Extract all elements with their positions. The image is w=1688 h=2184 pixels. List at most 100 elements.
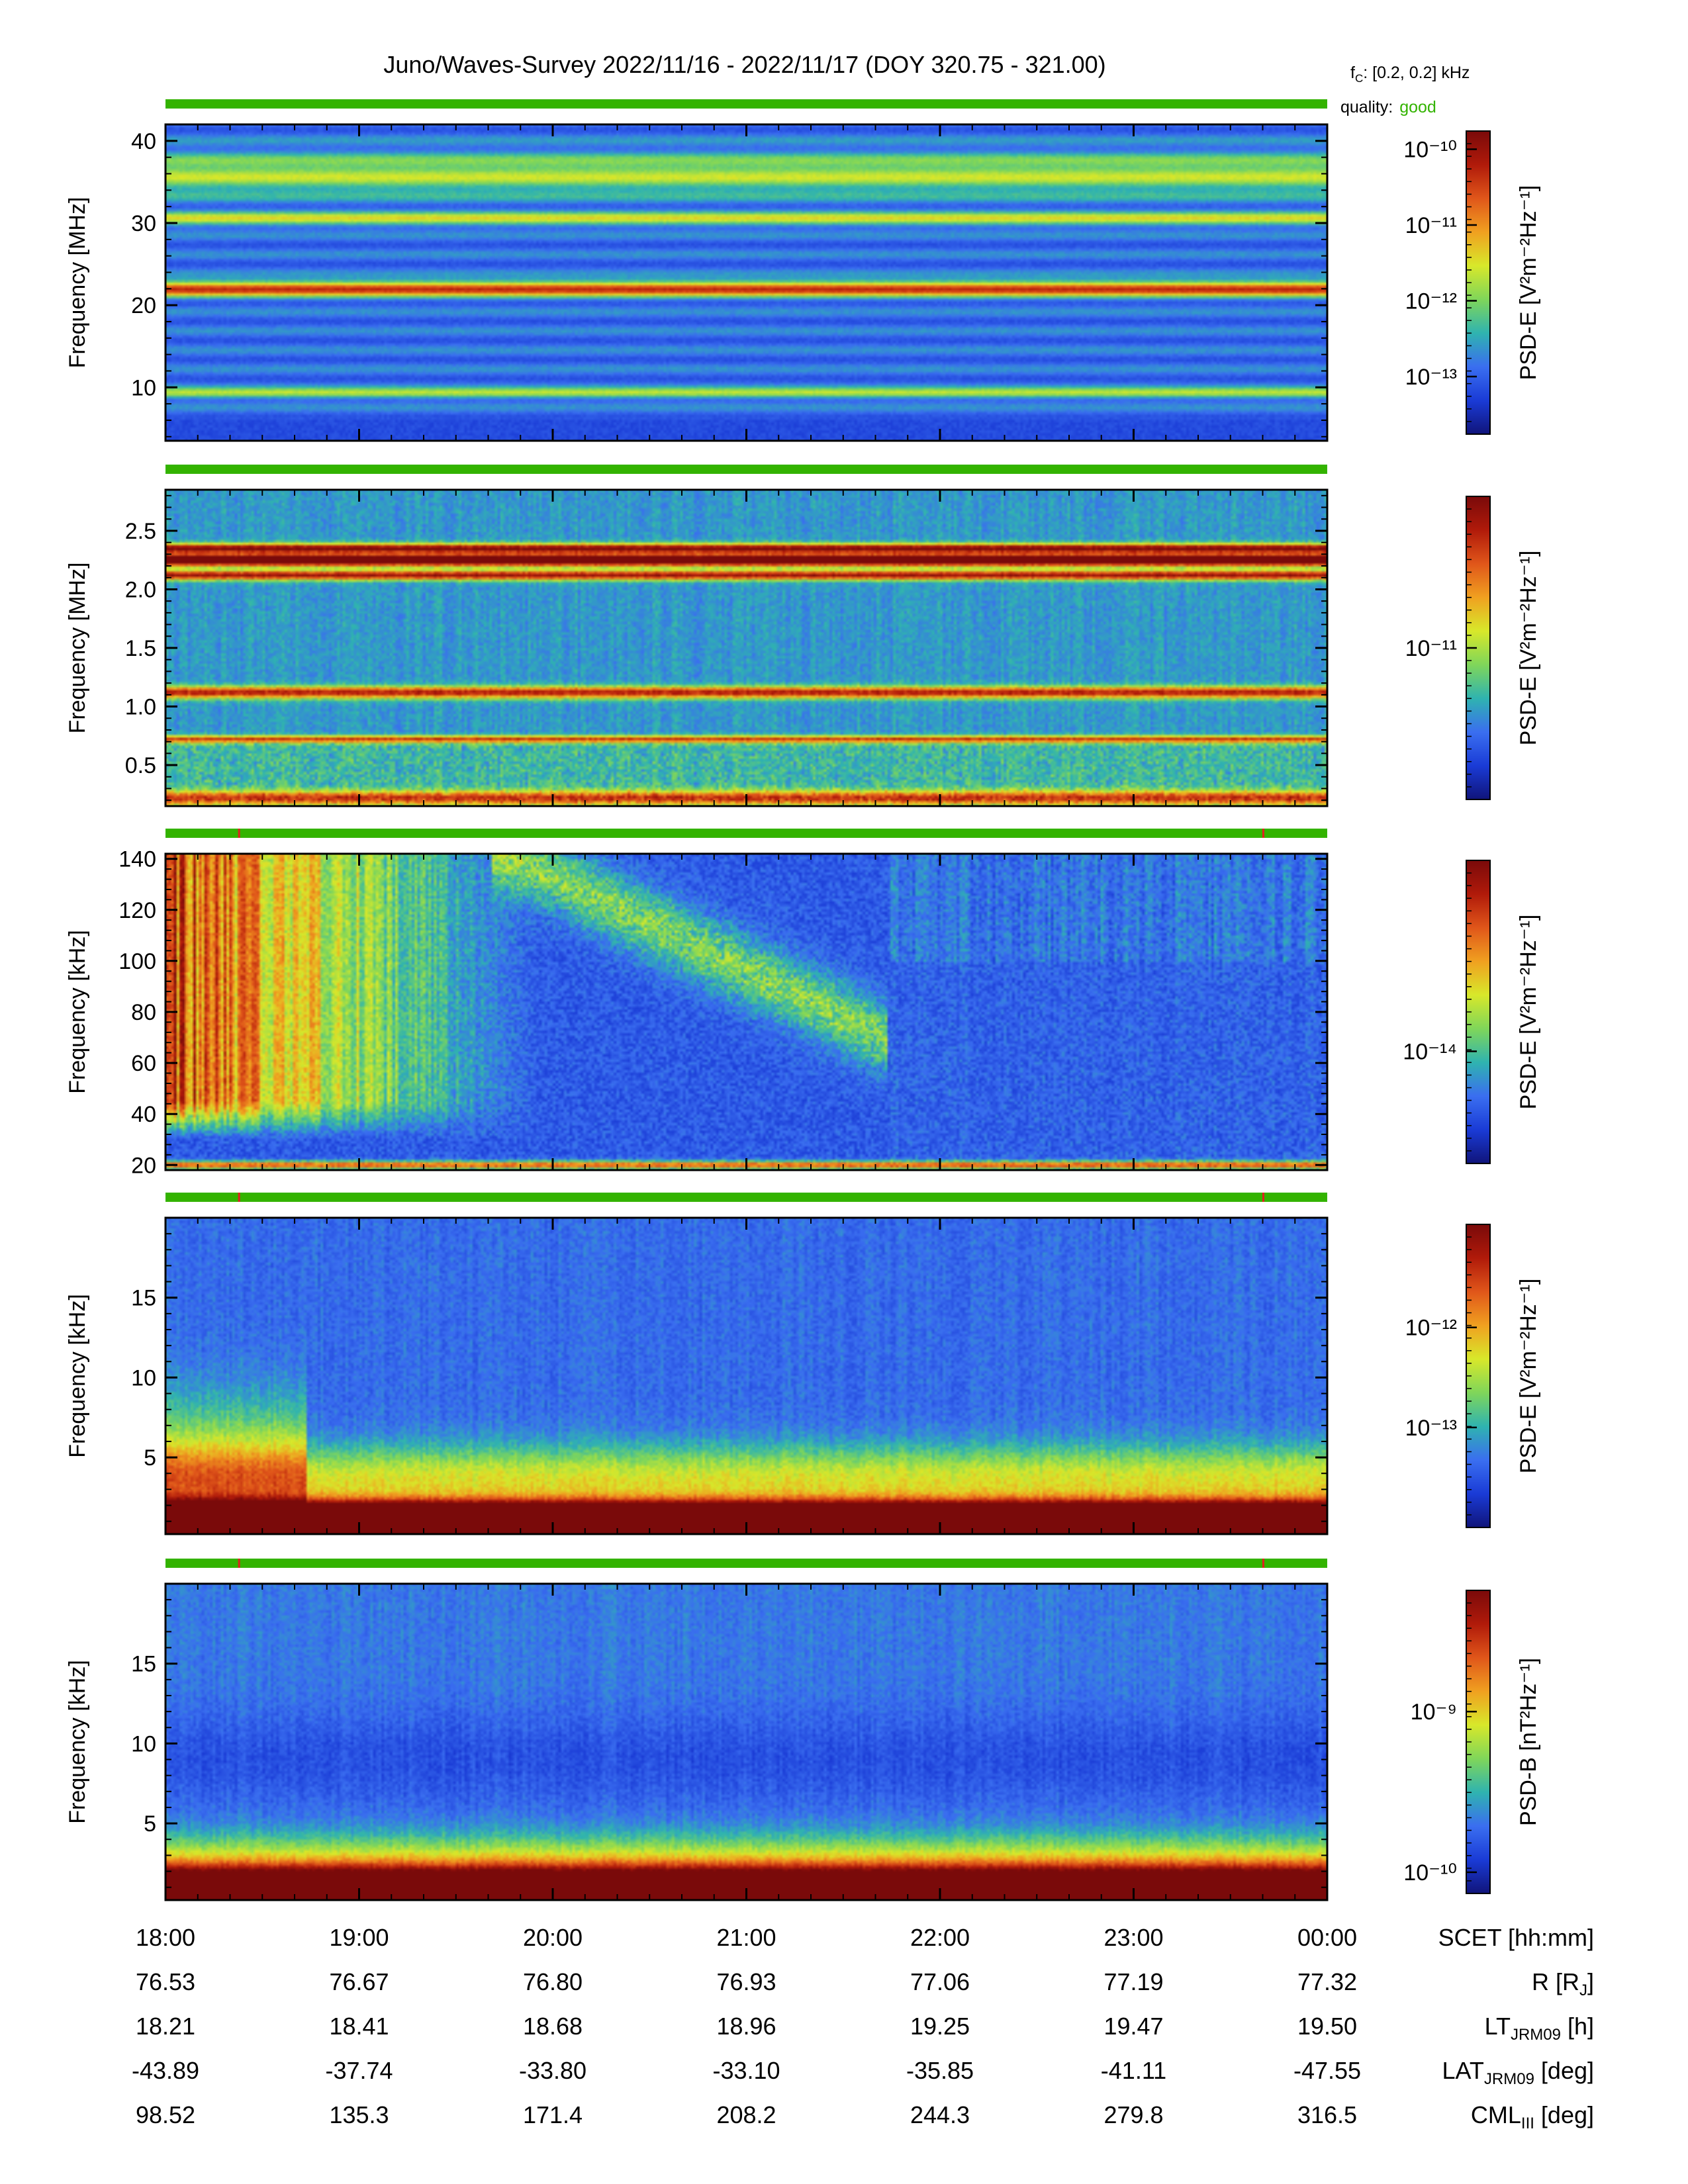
- ephemeris-row-2: 76.53 76.67 76.80 76.93 77.06 77.19 77.32 R [RJ…: [136, 1968, 1594, 1999]
- x-tick-label: 20:00: [523, 1924, 583, 1951]
- x-tick-label: -43.89: [132, 2057, 199, 2084]
- colorbar-tick-label: 10⁻¹⁴: [1403, 1040, 1457, 1065]
- y-tick-label: 30: [131, 211, 156, 236]
- x-tick-label: -33.80: [519, 2057, 586, 2084]
- y-tick-label: 2.0: [125, 577, 156, 602]
- y-tick-label: 40: [131, 129, 156, 154]
- y-tick-label: 10: [131, 1365, 156, 1390]
- x-tick-label: 77.19: [1103, 1968, 1163, 1995]
- x-tick-label: 208.2: [716, 2101, 776, 2128]
- spectrogram-image: [165, 1584, 1327, 1900]
- fc-label: fC: [0.2, 0.2] kHz: [1350, 64, 1470, 85]
- panel-5: 5 10 15 Frequency [kHz] 10⁻¹⁰ 10⁻⁹ PSD-B [nT²H…: [65, 1559, 1541, 1901]
- x-tick-label: -33.10: [712, 2057, 780, 2084]
- y-tick-label: 20: [131, 293, 156, 318]
- x-tick-label: 316.5: [1297, 2101, 1357, 2128]
- x-tick-label: 76.53: [136, 1968, 195, 1995]
- colorbar-tick-label: 10⁻¹³: [1405, 1416, 1457, 1441]
- y-tick-label: 120: [118, 898, 156, 923]
- colorbar-tick-label: 10⁻¹³: [1405, 365, 1457, 390]
- ephemeris-row-5: 98.52 135.3 171.4 208.2 244.3 279.8 316.5 CMLII…: [136, 2101, 1594, 2132]
- colorbar-tick-label: 10⁻¹²: [1405, 1316, 1457, 1341]
- y-tick-label: 1.5: [125, 636, 156, 661]
- y-tick-label: 40: [131, 1102, 156, 1127]
- ephemeris-row-label: LATJRM09 [deg]: [1442, 2057, 1594, 2088]
- y-tick-label: 5: [144, 1811, 156, 1837]
- y-axis-label: Frequency [kHz]: [65, 930, 90, 1094]
- x-tick-label: 19:00: [329, 1924, 389, 1951]
- x-tick-label: 76.93: [716, 1968, 776, 1995]
- spectrogram-image: [165, 490, 1327, 806]
- quality-bar: [165, 829, 1327, 838]
- y-tick-label: 15: [131, 1652, 156, 1677]
- x-tick-label: -47.55: [1293, 2057, 1361, 2084]
- panel-2: 0.5 1.0 1.5 2.0 2.5 Frequency [MHz] 10⁻¹¹ PSD-E…: [65, 465, 1541, 807]
- x-tick-label: 98.52: [136, 2101, 195, 2128]
- x-tick-label: 76.67: [329, 1968, 389, 1995]
- y-tick-label: 5: [144, 1445, 156, 1471]
- y-tick-label: 2.5: [125, 519, 156, 544]
- colorbar-label: PSD-E [V²m⁻²Hz⁻¹]: [1516, 915, 1541, 1110]
- colorbar-tick-label: 10⁻¹¹: [1405, 213, 1457, 238]
- x-tick-label: 77.06: [910, 1968, 970, 1995]
- x-tick-label: 171.4: [523, 2101, 583, 2128]
- x-tick-label: 00:00: [1297, 1924, 1357, 1951]
- ephemeris-row-1: 18:00 19:00 20:00 21:00 22:00 23:00 00:00 SCET …: [136, 1924, 1594, 1951]
- colorbar-label: PSD-E [V²m⁻²Hz⁻¹]: [1516, 1279, 1541, 1474]
- x-tick-label: -41.11: [1101, 2057, 1166, 2084]
- panel-3: 20 40 60 80 100 120 140 Frequency [kHz] 10⁻¹⁴ PSD…: [65, 829, 1541, 1178]
- panel-1: 10 20 30 40 Frequency [MHz] 10⁻¹³ 10⁻¹² 10⁻¹¹ 10…: [65, 99, 1541, 442]
- ephemeris-row-3: 18.21 18.41 18.68 18.96 19.25 19.47 19.50 LTJRM…: [136, 2013, 1594, 2044]
- colorbar-label: PSD-E [V²m⁻²Hz⁻¹]: [1516, 185, 1541, 381]
- x-tick-label: -37.74: [325, 2057, 393, 2084]
- ephemeris-row-label: LTJRM09 [h]: [1485, 2013, 1594, 2044]
- quality-label: quality: good: [1340, 98, 1436, 116]
- y-tick-label: 80: [131, 1000, 156, 1025]
- x-tick-label: 244.3: [910, 2101, 970, 2128]
- colorbar-tick-label: 10⁻¹¹: [1405, 636, 1457, 661]
- x-tick-label: 21:00: [716, 1924, 776, 1951]
- panels-group: 10 20 30 40 Frequency [MHz] 10⁻¹³ 10⁻¹² 10⁻¹¹ 10…: [65, 99, 1541, 1901]
- quality-flag-mark: [1262, 1559, 1264, 1568]
- spectrogram-image: [165, 854, 1327, 1170]
- ephemeris-row-label: R [RJ]: [1532, 1968, 1594, 1999]
- x-tick-label: 77.32: [1297, 1968, 1357, 1995]
- quality-flag-mark: [238, 1559, 240, 1568]
- y-tick-label: 15: [131, 1286, 156, 1311]
- colorbar-tick-label: 10⁻¹⁰: [1403, 1860, 1457, 1886]
- quality-bar: [165, 465, 1327, 474]
- x-tick-label: 279.8: [1103, 2101, 1163, 2128]
- x-tick-label: 18.21: [136, 2013, 195, 2040]
- y-tick-label: 10: [131, 375, 156, 400]
- x-tick-label: 19.25: [910, 2013, 970, 2040]
- colorbar-tick-label: 10⁻⁹: [1411, 1700, 1457, 1725]
- quality-flag-mark: [238, 829, 240, 838]
- x-tick-label: 18.96: [716, 2013, 776, 2040]
- x-tick-label: 22:00: [910, 1924, 970, 1951]
- ephemeris-row-4: -43.89 -37.74 -33.80 -33.10 -35.85 -41.11 -47.…: [132, 2057, 1594, 2088]
- quality-bar: [165, 99, 1327, 109]
- spectrogram-image: [165, 124, 1327, 441]
- quality-bar: [165, 1559, 1327, 1568]
- colorbar-label: PSD-B [nT²Hz⁻¹]: [1516, 1658, 1541, 1826]
- quality-flag-mark: [238, 1193, 240, 1202]
- quality-flag-mark: [1262, 829, 1264, 838]
- y-axis-label: Frequency [kHz]: [65, 1660, 90, 1824]
- y-tick-label: 20: [131, 1153, 156, 1178]
- figure-title: Juno/Waves-Survey 2022/11/16 - 2022/11/1…: [383, 51, 1105, 78]
- colorbar-label: PSD-E [V²m⁻²Hz⁻¹]: [1516, 551, 1541, 746]
- y-axis-label: Frequency [MHz]: [65, 563, 90, 734]
- x-tick-label: 19.47: [1103, 2013, 1163, 2040]
- colorbar-tick-label: 10⁻¹²: [1405, 289, 1457, 314]
- ephemeris-row-label: CMLIII [deg]: [1471, 2101, 1594, 2132]
- y-tick-label: 1.0: [125, 695, 156, 720]
- x-tick-label: 18.41: [329, 2013, 389, 2040]
- x-tick-label: 18:00: [136, 1924, 195, 1951]
- x-tick-label: 135.3: [329, 2101, 389, 2128]
- panel-4: 5 10 15 Frequency [kHz] 10⁻¹³ 10⁻¹² PSD-E [V²m…: [65, 1193, 1541, 1535]
- quality-bar: [165, 1193, 1327, 1202]
- ephemeris-row-label: SCET [hh:mm]: [1438, 1924, 1594, 1951]
- x-tick-label: 76.80: [523, 1968, 583, 1995]
- y-tick-label: 140: [118, 847, 156, 872]
